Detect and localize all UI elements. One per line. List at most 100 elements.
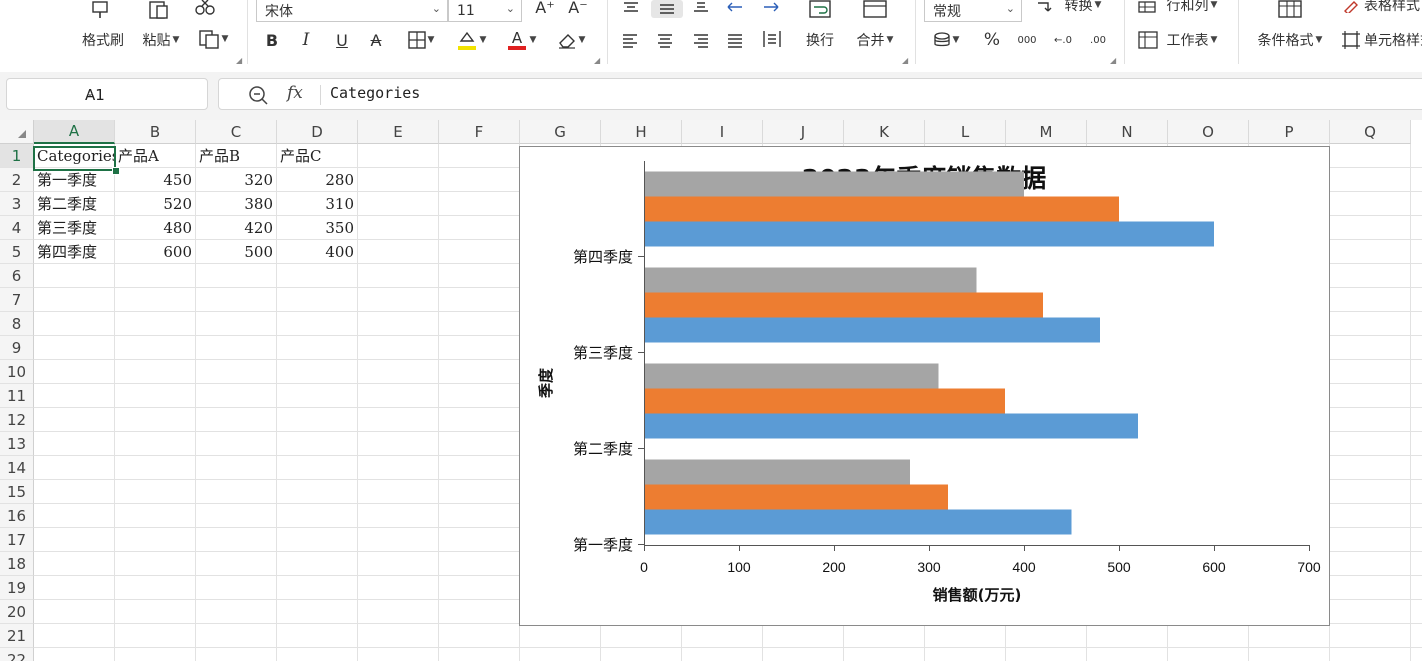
cell-b2[interactable]: 450: [163, 171, 192, 189]
column-header-o[interactable]: O: [1168, 120, 1249, 144]
table-style-button[interactable]: 表格样式: [1364, 0, 1420, 14]
row-header-8[interactable]: 8: [0, 312, 34, 336]
column-header-q[interactable]: Q: [1330, 120, 1411, 144]
column-header-p[interactable]: P: [1249, 120, 1330, 144]
align-top-icon[interactable]: [620, 0, 642, 14]
formula-input[interactable]: fx Categories: [218, 78, 1422, 110]
cell-c2[interactable]: 320: [244, 171, 273, 189]
align-left-icon[interactable]: [619, 30, 641, 50]
decrease-indent-icon[interactable]: [724, 0, 746, 14]
cell-b3[interactable]: 520: [163, 195, 192, 213]
bar-3-1[interactable]: [644, 459, 910, 485]
decrease-decimal-button[interactable]: .00: [1090, 34, 1106, 46]
shrink-font-button[interactable]: A⁻: [568, 0, 588, 17]
cell-a4[interactable]: 第三季度: [37, 219, 98, 237]
align-center-icon[interactable]: [654, 30, 676, 50]
conditional-format-button[interactable]: 条件格式 ▼: [1250, 30, 1330, 50]
row-header-22[interactable]: 22: [0, 648, 34, 661]
row-header-9[interactable]: 9: [0, 336, 34, 360]
row-header-10[interactable]: 10: [0, 360, 34, 384]
row-header-17[interactable]: 17: [0, 528, 34, 552]
convert-icon[interactable]: [1034, 0, 1056, 14]
wrap-text-icon[interactable]: [806, 0, 834, 20]
row-header-13[interactable]: 13: [0, 432, 34, 456]
row-header-7[interactable]: 7: [0, 288, 34, 312]
fill-color-icon[interactable]: ▼: [452, 27, 490, 53]
align-bottom-icon[interactable]: [690, 0, 712, 14]
cell-d4[interactable]: 350: [325, 219, 354, 237]
row-header-18[interactable]: 18: [0, 552, 34, 576]
currency-icon[interactable]: ▼: [928, 29, 964, 51]
column-header-b[interactable]: B: [115, 120, 196, 144]
row-header-6[interactable]: 6: [0, 264, 34, 288]
bar-chart[interactable]: 2023年季度销售数据 销售额(万元) 季度 01002003004005006…: [519, 146, 1330, 626]
row-header-21[interactable]: 21: [0, 624, 34, 648]
row-header-16[interactable]: 16: [0, 504, 34, 528]
worksheet-icon[interactable]: [1136, 29, 1160, 51]
row-header-1[interactable]: 1: [0, 144, 34, 168]
select-all-corner[interactable]: [0, 120, 34, 144]
cell-b1[interactable]: 产品A: [118, 147, 159, 165]
bar-1-1[interactable]: [644, 509, 1072, 535]
bar-1-2[interactable]: [644, 413, 1138, 439]
y-axis-title[interactable]: 季度: [537, 367, 555, 398]
worksheet-button[interactable]: 工作表 ▼: [1160, 30, 1224, 50]
cell-d2[interactable]: 280: [325, 171, 354, 189]
row-header-12[interactable]: 12: [0, 408, 34, 432]
font-size-select[interactable]: 11 ⌄: [448, 0, 522, 22]
bold-button[interactable]: B: [265, 30, 279, 50]
copy-icon[interactable]: ▼: [194, 28, 232, 50]
strikethrough-button[interactable]: A: [370, 30, 382, 50]
cell-b4[interactable]: 480: [163, 219, 192, 237]
column-header-k[interactable]: K: [844, 120, 925, 144]
fx-icon[interactable]: fx: [287, 83, 303, 103]
dialog-launcher-icon[interactable]: ◢: [594, 56, 601, 65]
column-header-c[interactable]: C: [196, 120, 277, 144]
column-header-j[interactable]: J: [763, 120, 844, 144]
column-header-a[interactable]: A: [34, 120, 115, 144]
justify-icon[interactable]: [724, 30, 746, 50]
bar-2-2[interactable]: [644, 388, 1005, 414]
cell-c1[interactable]: 产品B: [199, 147, 241, 165]
merge-icon[interactable]: [861, 0, 889, 20]
column-header-h[interactable]: H: [601, 120, 682, 144]
bar-1-3[interactable]: [644, 317, 1100, 343]
cell-b5[interactable]: 600: [163, 243, 192, 261]
align-middle-icon[interactable]: [651, 0, 683, 18]
cell-style-button[interactable]: 单元格样式: [1364, 33, 1422, 49]
thousands-button[interactable]: 000: [1017, 34, 1037, 46]
row-header-4[interactable]: 4: [0, 216, 34, 240]
name-box[interactable]: A1 ⌄: [6, 78, 208, 110]
column-header-g[interactable]: G: [520, 120, 601, 144]
chevron-down-icon[interactable]: ⌄: [85, 85, 96, 99]
dialog-launcher-icon[interactable]: ◢: [1110, 56, 1117, 65]
cell-a5[interactable]: 第四季度: [37, 243, 98, 261]
cell-d3[interactable]: 310: [325, 195, 354, 213]
align-right-icon[interactable]: [690, 30, 712, 50]
cell-d1[interactable]: 产品C: [280, 147, 322, 165]
cell-a2[interactable]: 第一季度: [37, 171, 98, 189]
column-header-m[interactable]: M: [1006, 120, 1087, 144]
cell-c5[interactable]: 500: [244, 243, 273, 261]
dialog-launcher-icon[interactable]: ◢: [902, 56, 909, 65]
row-header-11[interactable]: 11: [0, 384, 34, 408]
paste-icon[interactable]: [146, 0, 172, 20]
cell-a3[interactable]: 第二季度: [37, 195, 98, 213]
column-header-n[interactable]: N: [1087, 120, 1168, 144]
font-name-select[interactable]: 宋体 ⌄: [256, 0, 448, 22]
cell-c4[interactable]: 420: [244, 219, 273, 237]
grow-font-button[interactable]: A⁺: [535, 0, 555, 17]
border-icon[interactable]: ▼: [402, 29, 440, 51]
column-header-f[interactable]: F: [439, 120, 520, 144]
wrap-text-button[interactable]: 换行: [806, 33, 834, 49]
paste-button[interactable]: 粘贴 ▼: [136, 30, 186, 50]
table-style-icon[interactable]: [1340, 0, 1362, 14]
increase-indent-icon[interactable]: [760, 0, 782, 14]
row-header-20[interactable]: 20: [0, 600, 34, 624]
zoom-icon[interactable]: [247, 84, 269, 110]
cut-icon[interactable]: [192, 0, 218, 16]
fill-handle[interactable]: [112, 167, 120, 175]
number-format-select[interactable]: 常规 ⌄: [924, 0, 1022, 22]
column-header-l[interactable]: L: [925, 120, 1006, 144]
increase-decimal-button[interactable]: ←.0: [1054, 34, 1072, 46]
